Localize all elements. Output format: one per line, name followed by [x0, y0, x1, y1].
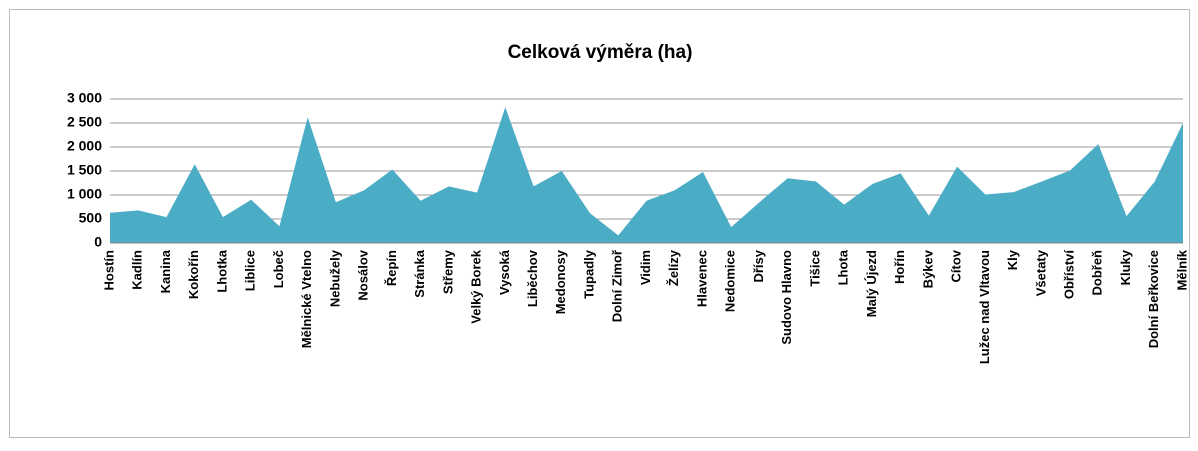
x-tick-label: Cítov: [949, 249, 964, 282]
x-tick-label: Lhota: [836, 249, 851, 285]
x-tick-label: Kly: [1005, 249, 1020, 270]
y-tick-label: 0: [94, 234, 102, 250]
x-tick-label: Dobřeň: [1090, 250, 1105, 296]
x-tick-label: Sudovo Hlavno: [779, 250, 794, 345]
x-tick-label: Hostín: [101, 250, 116, 291]
x-tick-label: Velký Borek: [469, 249, 484, 323]
x-tick-label: Malý Újezd: [864, 250, 879, 317]
x-tick-label: Hořín: [892, 250, 907, 284]
y-tick-label: 500: [79, 210, 103, 226]
x-tick-label: Lobeč: [271, 250, 286, 288]
x-tick-label: Střemy: [440, 249, 455, 294]
x-tick-label: Tišice: [807, 250, 822, 287]
x-tick-label: Nebužely: [327, 249, 342, 307]
x-tick-label: Hlavenec: [694, 250, 709, 307]
chart-title: Celková výměra (ha): [508, 42, 693, 63]
x-tick-label: Medonosy: [553, 249, 568, 314]
x-tick-label: Kanina: [158, 249, 173, 293]
x-tick-label: Všetaty: [1033, 249, 1048, 296]
x-tick-label: Vidim: [638, 250, 653, 285]
y-tick-label: 3 000: [67, 90, 102, 106]
y-tick-label: 2 500: [67, 114, 102, 130]
x-tick-label: Želízy: [666, 249, 681, 286]
y-tick-label: 1 000: [67, 186, 102, 202]
x-tick-label: Liběchov: [525, 249, 540, 307]
x-tick-label: Liblice: [243, 250, 258, 291]
x-tick-label: Lužec nad Vltavou: [977, 250, 992, 364]
x-tick-label: Býkev: [920, 249, 935, 288]
y-tick-label: 1 500: [67, 162, 102, 178]
x-tick-label: Obříství: [1061, 250, 1076, 300]
x-tick-label: Tupadly: [581, 249, 596, 299]
x-tick-label: Lhotka: [214, 249, 229, 292]
x-tick-label: Dolní Zimoř: [610, 249, 625, 322]
x-tick-label: Mělnické Vtelno: [299, 250, 314, 348]
area: [110, 107, 1183, 243]
x-tick-label: Stránka: [412, 249, 427, 297]
x-tick-label: Nosálov: [356, 249, 371, 300]
x-tick-label: Kadlín: [130, 250, 145, 290]
x-tick-label: Dolní Beřkovice: [1146, 250, 1161, 348]
x-tick-label: Nedomice: [723, 250, 738, 312]
y-tick-label: 2 000: [67, 138, 102, 154]
x-tick-label: Mělník: [1174, 249, 1189, 290]
x-tick-label: Kokořín: [186, 250, 201, 299]
x-tick-label: Řepín: [384, 250, 399, 286]
x-tick-label: Kluky: [1118, 249, 1133, 285]
x-tick-label: Dřísy: [751, 249, 766, 282]
x-tick-label: Vysoká: [497, 249, 512, 295]
